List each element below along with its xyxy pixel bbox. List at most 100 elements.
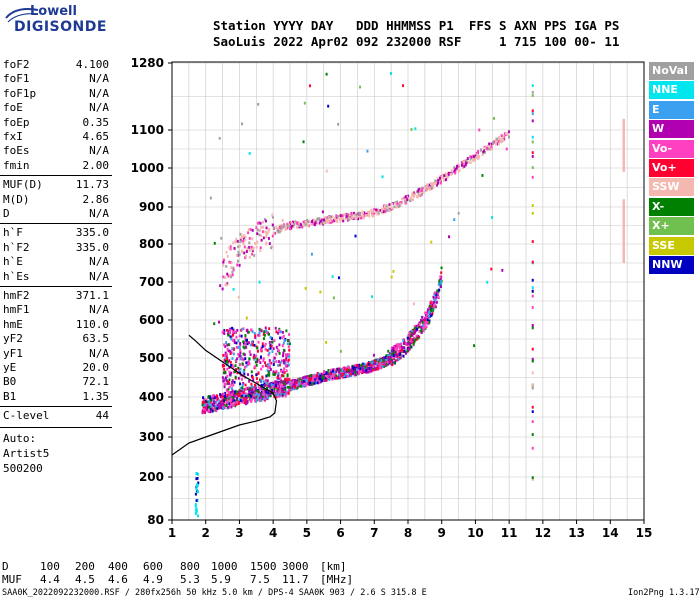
echo-point <box>208 400 211 403</box>
echo-point <box>420 189 423 192</box>
echo-point <box>272 231 275 235</box>
echo-point <box>395 358 398 362</box>
echo-point <box>263 381 266 385</box>
echo-point <box>258 280 261 284</box>
echo-point <box>205 398 208 402</box>
echo-point <box>267 371 270 374</box>
echo-point <box>373 212 376 215</box>
echo-point <box>239 232 242 236</box>
echo-point <box>238 244 241 248</box>
echo-point <box>293 223 296 226</box>
echo-point <box>357 369 360 372</box>
echo-point <box>256 232 259 236</box>
echo-point <box>232 266 235 270</box>
echo-point <box>327 372 330 376</box>
echo-point <box>401 348 404 352</box>
echo-point <box>495 139 498 143</box>
echo-point <box>236 263 239 267</box>
echo-point <box>271 215 274 219</box>
echo-point <box>264 348 267 351</box>
echo-point <box>279 377 282 381</box>
echo-point <box>360 366 363 370</box>
echo-point <box>402 84 405 88</box>
param-name: h`Es <box>3 269 30 283</box>
echo-point <box>268 373 271 377</box>
echo-point <box>251 237 254 241</box>
echo-point <box>268 347 271 351</box>
echo-point <box>259 393 262 397</box>
param-row-hf: h`F 335.0 <box>3 226 109 240</box>
echo-point <box>424 186 427 190</box>
echo-point <box>243 365 246 369</box>
echo-point <box>430 303 433 307</box>
echo-point <box>351 215 354 219</box>
echo-point <box>216 405 219 409</box>
echo-point <box>263 344 266 348</box>
echo-point <box>237 245 240 249</box>
echo-point <box>238 345 241 349</box>
echo-point <box>225 360 228 364</box>
echo-point <box>238 263 241 267</box>
echo-point <box>337 276 340 280</box>
echo-point <box>219 284 222 288</box>
echo-point <box>490 147 493 151</box>
echo-point <box>218 320 221 324</box>
echo-point <box>288 385 291 389</box>
echo-point <box>271 385 274 389</box>
echo-point <box>239 382 242 386</box>
echo-point <box>216 407 219 410</box>
param-value: 72.1 <box>82 375 110 389</box>
echo-point <box>502 138 505 142</box>
echo-point <box>248 248 251 252</box>
echo-point <box>391 354 394 358</box>
echo-point <box>531 294 534 298</box>
echo-point <box>308 383 311 387</box>
echo-point <box>477 149 480 153</box>
echo-point <box>231 326 234 330</box>
echo-point <box>439 181 442 185</box>
echo-point <box>392 346 395 350</box>
echo-point <box>209 410 212 414</box>
echo-point <box>277 381 280 384</box>
echo-point <box>261 342 264 346</box>
echo-point <box>209 407 212 411</box>
echo-point <box>295 381 298 384</box>
echo-point <box>399 202 402 206</box>
echo-point <box>318 372 321 376</box>
echo-point <box>391 202 394 206</box>
echo-point <box>231 363 234 367</box>
echo-point <box>335 216 338 220</box>
echo-point <box>314 219 317 223</box>
echo-point <box>236 357 239 361</box>
echo-point <box>286 377 289 381</box>
echo-point <box>296 383 299 387</box>
echo-point <box>251 341 254 345</box>
echo-point <box>420 186 423 190</box>
echo-point <box>457 169 460 173</box>
echo-point <box>393 350 396 354</box>
y-tick-label: 300 <box>139 430 164 444</box>
echo-point <box>416 195 419 199</box>
param-value: 2.86 <box>82 192 110 206</box>
echo-point <box>327 218 330 222</box>
echo-point <box>406 198 409 202</box>
echo-point <box>225 379 228 383</box>
echo-point <box>229 399 232 402</box>
echo-point <box>253 353 256 357</box>
echo-point <box>430 304 433 308</box>
echo-point <box>469 161 472 165</box>
echo-point <box>495 138 498 142</box>
echo-point <box>262 236 265 240</box>
echo-point <box>277 391 280 395</box>
echo-point <box>270 246 273 250</box>
echo-point <box>346 366 349 370</box>
echo-point <box>302 220 305 224</box>
y-tick-label: 700 <box>139 275 164 289</box>
echo-point <box>235 392 238 396</box>
echo-point <box>285 381 288 385</box>
param-value: N/A <box>89 207 109 220</box>
echo-point <box>232 352 235 356</box>
echo-point <box>231 333 234 337</box>
y-tick-label: 1000 <box>131 161 164 175</box>
echo-point <box>331 374 334 378</box>
